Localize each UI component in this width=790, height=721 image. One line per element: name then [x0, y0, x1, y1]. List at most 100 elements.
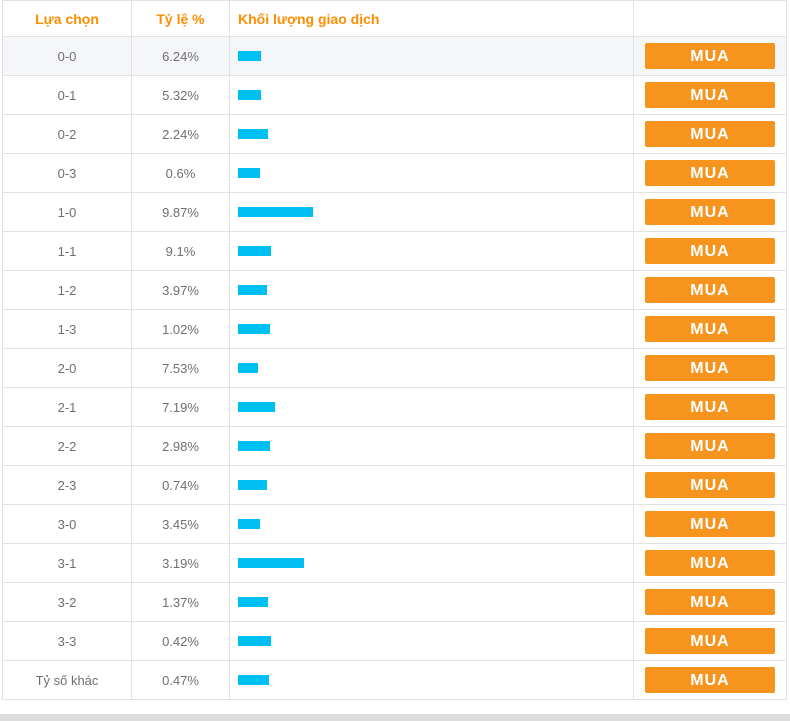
choice-cell: 0-0 — [2, 36, 132, 76]
volume-bar — [238, 441, 270, 451]
buy-button[interactable]: MUA — [645, 121, 775, 147]
buy-button[interactable]: MUA — [645, 316, 775, 342]
volume-cell — [229, 348, 634, 388]
percent-cell: 3.19% — [131, 543, 230, 583]
percent-cell: 9.87% — [131, 192, 230, 232]
table-row: 1-3 1.02% MUA — [2, 309, 787, 349]
action-cell: MUA — [633, 153, 787, 193]
volume-bar — [238, 363, 258, 373]
col-header-volume: Khối lượng giao dịch — [229, 0, 634, 37]
volume-bar — [238, 675, 269, 685]
volume-cell — [229, 192, 634, 232]
choice-cell: Tỷ số khác — [2, 660, 132, 700]
buy-button[interactable]: MUA — [645, 160, 775, 186]
buy-button[interactable]: MUA — [645, 589, 775, 615]
table-row: 0-3 0.6% MUA — [2, 153, 787, 193]
volume-bar — [238, 51, 261, 61]
percent-cell: 2.98% — [131, 426, 230, 466]
action-cell: MUA — [633, 660, 787, 700]
choice-cell: 2-1 — [2, 387, 132, 427]
action-cell: MUA — [633, 114, 787, 154]
choice-cell: 3-3 — [2, 621, 132, 661]
buy-button[interactable]: MUA — [645, 667, 775, 693]
buy-button[interactable]: MUA — [645, 394, 775, 420]
buy-button[interactable]: MUA — [645, 511, 775, 537]
volume-cell — [229, 153, 634, 193]
table-row: Tỷ số khác 0.47% MUA — [2, 660, 787, 700]
choice-cell: 0-2 — [2, 114, 132, 154]
action-cell: MUA — [633, 465, 787, 505]
action-cell: MUA — [633, 270, 787, 310]
volume-bar — [238, 402, 275, 412]
bottom-scroll-strip — [0, 714, 790, 721]
score-betting-table: Lựa chọn Tỷ lệ % Khối lượng giao dịch 0-… — [2, 0, 787, 700]
choice-cell: 3-0 — [2, 504, 132, 544]
action-cell: MUA — [633, 387, 787, 427]
table-row: 2-2 2.98% MUA — [2, 426, 787, 466]
action-cell: MUA — [633, 192, 787, 232]
choice-cell: 1-3 — [2, 309, 132, 349]
volume-cell — [229, 543, 634, 583]
volume-cell — [229, 309, 634, 349]
action-cell: MUA — [633, 75, 787, 115]
volume-cell — [229, 114, 634, 154]
buy-button[interactable]: MUA — [645, 550, 775, 576]
table-header: Lựa chọn Tỷ lệ % Khối lượng giao dịch — [2, 0, 787, 37]
action-cell: MUA — [633, 543, 787, 583]
percent-cell: 0.74% — [131, 465, 230, 505]
buy-button[interactable]: MUA — [645, 433, 775, 459]
action-cell: MUA — [633, 426, 787, 466]
volume-bar — [238, 558, 304, 568]
percent-cell: 3.45% — [131, 504, 230, 544]
action-cell: MUA — [633, 582, 787, 622]
volume-bar — [238, 636, 271, 646]
table-row: 1-2 3.97% MUA — [2, 270, 787, 310]
choice-cell: 1-1 — [2, 231, 132, 271]
percent-cell: 7.53% — [131, 348, 230, 388]
volume-bar — [238, 207, 313, 217]
buy-button[interactable]: MUA — [645, 43, 775, 69]
volume-cell — [229, 387, 634, 427]
buy-button[interactable]: MUA — [645, 238, 775, 264]
choice-cell: 0-1 — [2, 75, 132, 115]
action-cell: MUA — [633, 504, 787, 544]
buy-button[interactable]: MUA — [645, 199, 775, 225]
buy-button[interactable]: MUA — [645, 472, 775, 498]
table-row: 2-3 0.74% MUA — [2, 465, 787, 505]
choice-cell: 1-0 — [2, 192, 132, 232]
col-header-choice: Lựa chọn — [2, 0, 132, 37]
action-cell: MUA — [633, 621, 787, 661]
buy-button[interactable]: MUA — [645, 355, 775, 381]
percent-cell: 1.37% — [131, 582, 230, 622]
volume-cell — [229, 504, 634, 544]
percent-cell: 0.47% — [131, 660, 230, 700]
table-row: 3-2 1.37% MUA — [2, 582, 787, 622]
table-row: 3-3 0.42% MUA — [2, 621, 787, 661]
table-row: 0-2 2.24% MUA — [2, 114, 787, 154]
buy-button[interactable]: MUA — [645, 82, 775, 108]
choice-cell: 2-2 — [2, 426, 132, 466]
percent-cell: 6.24% — [131, 36, 230, 76]
buy-button[interactable]: MUA — [645, 277, 775, 303]
percent-cell: 9.1% — [131, 231, 230, 271]
choice-cell: 0-3 — [2, 153, 132, 193]
percent-cell: 0.42% — [131, 621, 230, 661]
table-row: 0-0 6.24% MUA — [2, 36, 787, 76]
volume-bar — [238, 168, 260, 178]
buy-button[interactable]: MUA — [645, 628, 775, 654]
percent-cell: 7.19% — [131, 387, 230, 427]
header-row: Lựa chọn Tỷ lệ % Khối lượng giao dịch — [2, 0, 787, 37]
choice-cell: 2-3 — [2, 465, 132, 505]
volume-bar — [238, 519, 260, 529]
choice-cell: 1-2 — [2, 270, 132, 310]
action-cell: MUA — [633, 309, 787, 349]
volume-cell — [229, 75, 634, 115]
volume-cell — [229, 582, 634, 622]
percent-cell: 1.02% — [131, 309, 230, 349]
table-row: 1-1 9.1% MUA — [2, 231, 787, 271]
volume-cell — [229, 36, 634, 76]
choice-cell: 3-1 — [2, 543, 132, 583]
choice-cell: 3-2 — [2, 582, 132, 622]
volume-bar — [238, 129, 268, 139]
